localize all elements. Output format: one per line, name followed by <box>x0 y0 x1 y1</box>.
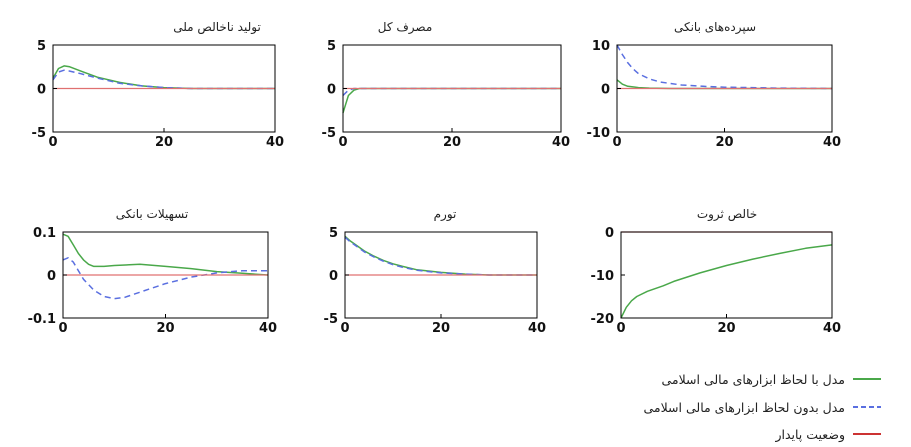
x-tick-label: 0 <box>338 135 347 150</box>
series-line-without-islamic <box>62 257 268 300</box>
x-tick-label: 0 <box>340 321 349 336</box>
chart-title: تولید ناخالص ملی <box>173 20 261 35</box>
series-line-without-islamic <box>616 44 833 90</box>
y-tick-label: -5 <box>32 126 46 141</box>
legend-swatch-with-islamic <box>853 378 881 380</box>
series-line-with-islamic <box>344 235 537 276</box>
x-tick-label: 20 <box>715 135 733 150</box>
plot-frame <box>620 231 833 319</box>
y-tick-label: -5 <box>324 312 338 327</box>
legend-item-without-islamic: مدل بدون لحاظ ابزارهای مالی اسلامی <box>643 398 883 416</box>
legend-item-with-islamic: مدل با لحاظ ابزارهای مالی اسلامی <box>661 370 883 388</box>
x-tick-label: 40 <box>259 321 277 336</box>
x-tick-label: 40 <box>823 321 841 336</box>
y-tick-label: -10 <box>591 269 615 284</box>
series-line-with-islamic <box>62 233 269 276</box>
y-tick-label: 0 <box>601 83 610 98</box>
y-tick-label: -5 <box>322 126 336 141</box>
legend-item-steady-state: وضعیت پایدار <box>775 425 883 443</box>
chart-title: مصرف کل <box>378 20 433 35</box>
legend-swatch-without-islamic <box>853 406 881 408</box>
series-line-with-islamic <box>342 87 561 114</box>
x-tick-label: 0 <box>58 321 67 336</box>
x-tick-label: 20 <box>443 135 461 150</box>
chart-panel-2: مصرف کل0 20 40-505 <box>322 20 571 150</box>
y-tick-label: 0 <box>327 83 336 98</box>
series-line-without-islamic <box>342 87 561 97</box>
y-tick-label: -20 <box>591 312 615 327</box>
y-tick-label: 5 <box>37 39 46 54</box>
x-tick-label: 20 <box>432 321 450 336</box>
x-tick-label: 40 <box>266 135 284 150</box>
y-tick-label: 0 <box>329 269 338 284</box>
x-tick-label: 0 <box>616 321 625 336</box>
x-tick-label: 40 <box>823 135 841 150</box>
x-tick-label: 0 <box>612 135 621 150</box>
legend-swatch-steady-state <box>853 433 881 435</box>
y-tick-label: 0.1 <box>33 226 56 241</box>
x-tick-label: 0 <box>48 135 57 150</box>
series-line-without-islamic <box>344 236 537 276</box>
x-tick-label: 40 <box>528 321 546 336</box>
y-tick-label: 10 <box>592 39 610 54</box>
series-line-with-islamic <box>620 244 833 319</box>
chart-title: تورم <box>434 207 457 222</box>
legend-label-with-islamic: مدل با لحاظ ابزارهای مالی اسلامی <box>661 371 845 387</box>
y-tick-label: -0.1 <box>28 312 56 327</box>
y-tick-label: 5 <box>329 226 338 241</box>
chart-title: تسهیلات بانکی <box>116 207 188 221</box>
y-tick-label: 5 <box>327 39 336 54</box>
x-tick-label: 40 <box>552 135 570 150</box>
x-tick-label: 20 <box>156 321 174 336</box>
legend-label-without-islamic: مدل بدون لحاظ ابزارهای مالی اسلامی <box>643 399 845 415</box>
chart-panel-6: خالص ثروت 0 20 40 -20 -10 0 <box>591 207 842 336</box>
y-tick-label: 0 <box>37 83 46 98</box>
y-tick-label: 0 <box>47 269 56 284</box>
series-line-without-islamic <box>52 69 275 90</box>
chart-title: سپرده‌های بانکی <box>674 20 756 35</box>
x-tick-label: 20 <box>717 321 735 336</box>
legend-label-steady-state: وضعیت پایدار <box>775 426 845 442</box>
x-tick-label: 20 <box>155 135 173 150</box>
y-tick-label: -10 <box>587 126 611 141</box>
y-tick-label: 0 <box>605 226 614 241</box>
series-line-with-islamic <box>52 65 275 90</box>
chart-title: خالص ثروت <box>697 207 757 222</box>
